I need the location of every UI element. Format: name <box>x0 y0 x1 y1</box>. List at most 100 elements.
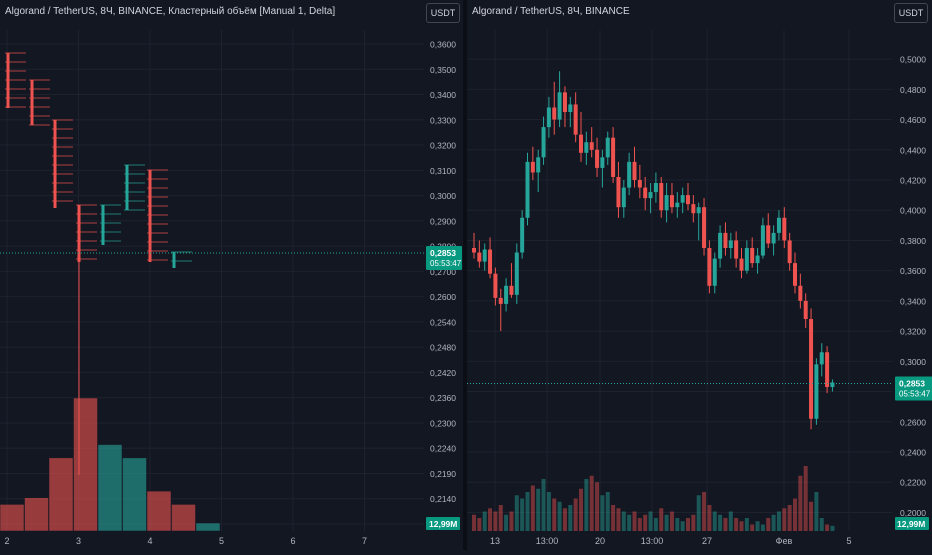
candle-body <box>568 104 573 112</box>
volume-bar <box>595 482 600 531</box>
volume-bar <box>648 511 653 531</box>
candle-body <box>627 161 632 188</box>
candle-body <box>739 258 744 271</box>
price-tick-label: 0,3600 <box>900 266 926 276</box>
volume-bar <box>744 518 749 531</box>
right-currency-button[interactable]: USDT <box>894 3 928 23</box>
volume-bar <box>557 501 562 531</box>
volume-bar <box>659 508 664 531</box>
volume-bar <box>691 514 696 531</box>
current-price-tag <box>426 246 462 270</box>
cluster-candle-body <box>148 170 152 262</box>
date-tick-label: 5 <box>219 536 224 546</box>
volume-bar <box>514 495 519 531</box>
candle-body <box>632 161 637 180</box>
candle-body <box>605 137 610 158</box>
price-tick-label: 0,3200 <box>900 327 926 337</box>
candle-body <box>509 285 514 295</box>
price-tick-label: 0,3000 <box>430 191 456 201</box>
candle-body <box>482 249 487 262</box>
volume-value: 12,99M <box>897 519 925 529</box>
volume-bar <box>477 518 482 531</box>
volume-bar <box>707 505 712 531</box>
candle-body <box>504 285 509 304</box>
candle-body <box>734 240 739 259</box>
volume-bar <box>637 518 642 531</box>
cluster-chart-canvas[interactable]: 0,3600 0,3500 0,3400 0,3300 0,3200 0,3100 0,30… <box>0 0 463 550</box>
volume-bar <box>525 492 530 531</box>
price-tick-label: 0,2000 <box>900 508 926 518</box>
price-tick-label: 0,2300 <box>430 418 456 428</box>
price-tick-label: 0,2420 <box>430 368 456 378</box>
countdown-value: 05:53:47 <box>899 390 931 399</box>
candle-body <box>830 382 835 388</box>
volume-bar <box>675 518 680 531</box>
volume-bar <box>653 518 658 531</box>
candle-body <box>750 248 755 264</box>
candle-body <box>621 187 626 208</box>
candle-body <box>498 297 503 304</box>
volume-bar <box>750 524 755 531</box>
volume-bar <box>616 508 621 531</box>
price-tick-label: 0,2140 <box>430 494 456 504</box>
volume-bar <box>643 514 648 531</box>
candle-body <box>782 217 787 241</box>
candle-body <box>472 248 476 253</box>
volume-bar <box>696 495 701 531</box>
volume-bar <box>627 514 632 531</box>
cluster-volume-chart-pane[interactable]: 0,3600 0,3500 0,3400 0,3300 0,3200 0,3100 0,30… <box>0 0 463 550</box>
price-tick-label: 0,2700 <box>430 267 456 277</box>
volume-bar <box>584 479 589 531</box>
date-tick-label: 13:00 <box>536 536 559 546</box>
pane-divider[interactable] <box>463 0 467 550</box>
volume-bar <box>541 479 546 531</box>
volume-bar <box>712 511 717 531</box>
date-tick-label: 4 <box>147 536 152 546</box>
date-tick-label: 7 <box>362 536 367 546</box>
price-tick-label: 0,3400 <box>900 296 926 306</box>
left-currency-button[interactable]: USDT <box>426 3 460 23</box>
price-tick-label: 0,5000 <box>900 55 926 65</box>
volume-bar <box>530 485 535 531</box>
candlestick-chart-canvas[interactable]: 0,5000 0,4800 0,4600 0,4400 0,4200 0,4000 0,38… <box>467 0 932 550</box>
volume-bar <box>809 501 814 531</box>
volume-bar <box>771 514 776 531</box>
volume-bar <box>728 511 733 531</box>
candle-body <box>712 258 717 286</box>
volume-bar <box>552 498 557 531</box>
volume-bar <box>520 498 525 531</box>
volume-bar <box>718 514 723 531</box>
candlestick-chart-pane[interactable]: 0,5000 0,4800 0,4600 0,4400 0,4200 0,4000 0,38… <box>467 0 932 550</box>
candle-body <box>552 107 557 120</box>
candle-body <box>776 217 781 233</box>
volume-bar <box>536 488 541 531</box>
volume-bar <box>734 518 739 531</box>
date-tick-label: 13 <box>490 536 500 546</box>
candle-body <box>819 352 824 365</box>
volume-bar <box>739 521 744 531</box>
candle-body <box>600 157 605 168</box>
volume-bar <box>825 524 830 531</box>
cluster-candle-body <box>53 120 57 208</box>
volume-bar <box>509 511 514 531</box>
histogram-bar <box>73 397 98 532</box>
price-tick-label: 0,4800 <box>900 85 926 95</box>
date-tick-label: 2 <box>4 536 9 546</box>
right-chart-title: Algorand / TetherUS, 8Ч, BINANCE <box>472 6 630 17</box>
cluster-candle-body <box>125 165 129 210</box>
candle-body <box>675 202 680 208</box>
histogram-bar <box>195 522 221 532</box>
histogram-bar <box>24 497 49 532</box>
volume-bar <box>568 505 573 531</box>
candle-body <box>707 248 712 286</box>
volume-bar <box>760 524 765 531</box>
candle-body <box>557 92 562 120</box>
candle-body <box>659 183 664 211</box>
candle-body <box>648 192 653 199</box>
volume-bar <box>793 498 797 531</box>
candle-body <box>573 104 578 135</box>
price-tick-label: 0,3500 <box>430 65 456 75</box>
volume-bar <box>573 498 578 531</box>
volume-bar <box>482 511 487 531</box>
cluster-candle-body <box>77 205 81 262</box>
